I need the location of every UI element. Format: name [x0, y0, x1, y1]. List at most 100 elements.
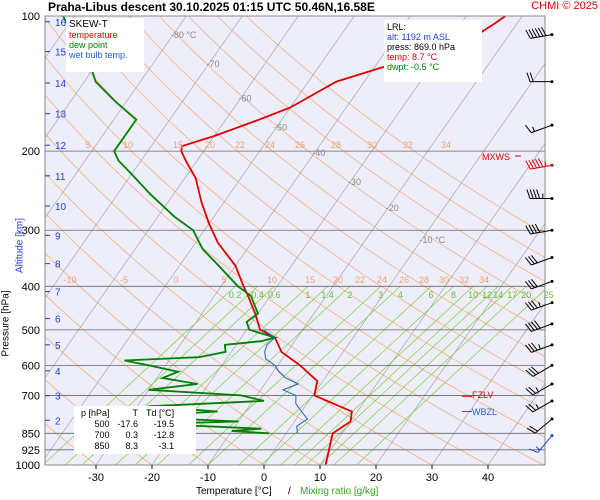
table-cell: 850 [77, 441, 114, 452]
table-cell: 0.3 [114, 430, 143, 441]
isotherm-label: -50 [274, 123, 287, 133]
mixing-ratio-label: 2 [347, 290, 352, 300]
adiabat-label: 28 [419, 275, 429, 285]
mixing-ratio-label: 10 [468, 290, 478, 300]
levels-table: p [hPa] T Td [°C] 500 -17.6 -19.5 700 0.… [74, 406, 196, 454]
adiabat-label: 22 [355, 275, 365, 285]
isotherm-label: -70 [206, 59, 219, 69]
x-tick-label: -20 [144, 472, 160, 484]
adiabat-label: -5 [120, 275, 128, 285]
wind-barb-origin [551, 322, 554, 325]
adiabat-label: 32 [403, 140, 413, 150]
altitude-tick-label: 10 [55, 202, 67, 213]
isotherm-label: -80 °C [171, 30, 197, 40]
wind-barb-origin [551, 382, 554, 385]
x-tick-label: 40 [482, 472, 494, 484]
altitude-tick-label: 14 [55, 79, 67, 90]
isotherm-line [544, 16, 600, 465]
table-header-cell: Td [°C] [142, 408, 178, 419]
adiabat-label: 28 [331, 140, 341, 150]
legend-title: SKEW-T [69, 20, 141, 30]
altitude-tick-label: 11 [55, 172, 66, 183]
table-cell: 8.3 [114, 441, 143, 452]
wind-barb-origin [551, 399, 554, 402]
chart-title: Praha-Libus descent 30.10.2025 01:15 UTC… [48, 0, 375, 14]
y-tick-label: 700 [22, 390, 40, 402]
adiabat-label: 5 [85, 140, 90, 150]
adiabat-label: 26 [295, 140, 305, 150]
altitude-tick-label: 15 [55, 48, 67, 59]
legend-item-dewpoint: dew point [69, 40, 141, 50]
wind-barb-origin [551, 164, 554, 167]
wind-barb-origin [551, 434, 554, 437]
x-tick-label: -30 [88, 472, 104, 484]
y-tick-label: 925 [22, 445, 40, 457]
adiabat-label: 24 [265, 140, 275, 150]
plot-area [45, 16, 545, 465]
y-tick-label: 100 [22, 11, 40, 23]
mixing-ratio-label: 1 [305, 290, 310, 300]
wind-barb-origin [551, 256, 554, 259]
lrl-dwpt: dwpt: -0.5 °C [387, 62, 479, 72]
y-axis-label-altitude: Altitude [km] [15, 206, 26, 286]
legend-item-wetbulb: wet bulb temp. [69, 50, 141, 60]
x-tick-label: 20 [370, 472, 382, 484]
mxws-label: MXWS [482, 152, 510, 162]
table-row: 850 8.3 -3.1 [77, 441, 178, 452]
wind-barb-origin [551, 301, 554, 304]
lrl-press: press: 869.0 hPa [387, 42, 479, 52]
table-row: 700 0.3 -12.8 [77, 430, 178, 441]
adiabat-label: 30 [367, 140, 377, 150]
mixing-ratio-label: 0.4 [251, 290, 264, 300]
fzlv-label: FZLV [472, 390, 493, 400]
legend: SKEW-T temperature dew point wet bulb te… [66, 18, 144, 72]
mixing-ratio-label: 8 [451, 290, 456, 300]
x-tick-label: 0 [261, 472, 267, 484]
altitude-tick-label: 8 [55, 260, 61, 271]
y-tick-label: 850 [22, 428, 40, 440]
table-cell: -3.1 [142, 441, 178, 452]
wind-barb-origin [551, 229, 554, 232]
wind-barb-origin [551, 280, 554, 283]
adiabat-label: 22 [235, 140, 245, 150]
table-cell: 500 [77, 419, 114, 430]
mixing-ratio-label: 1.4 [321, 290, 334, 300]
mixing-ratio-label: 14 [493, 290, 503, 300]
mixing-ratio-label: 17 [507, 290, 517, 300]
y-tick-label: 600 [22, 360, 40, 372]
lrl-alt: alt: 1192 m ASL [387, 32, 479, 42]
wbzl-label: WBZL [472, 407, 497, 417]
legend-item-temperature: temperature [69, 30, 141, 40]
table-cell: -19.5 [142, 419, 178, 430]
adiabat-label: 32 [459, 275, 469, 285]
adiabat-label: 5 [221, 275, 226, 285]
adiabat-label: 20 [333, 275, 343, 285]
lrl-box: LRL: alt: 1192 m ASL press: 869.0 hPa te… [384, 20, 482, 82]
wind-barb-origin [551, 80, 554, 83]
mixing-ratio-label: 12 [482, 290, 492, 300]
altitude-tick-label: 9 [55, 231, 61, 242]
x-axis-label-mixing: Mixing ratio [g/kg] [300, 486, 378, 497]
adiabat-label: 24 [377, 275, 387, 285]
adiabat-label: 20 [205, 140, 215, 150]
altitude-tick-label: 6 [55, 315, 61, 326]
altitude-tick-label: 4 [55, 367, 61, 378]
mixing-ratio-label: 6 [429, 290, 434, 300]
lrl-title: LRL: [387, 22, 479, 32]
altitude-tick-label: 7 [55, 288, 61, 299]
y-tick-label: 1000 [16, 460, 40, 472]
adiabat-label: 15 [305, 275, 315, 285]
wind-barb-origin [551, 124, 554, 127]
altitude-tick-label: 13 [55, 110, 67, 121]
isotherm-label: -60 [238, 93, 251, 103]
mixing-ratio-label: 4 [398, 290, 403, 300]
adiabat-label: 30 [439, 275, 449, 285]
wind-barb-origin [551, 33, 554, 36]
mixing-ratio-label: 0.6 [268, 290, 281, 300]
adiabat-label: 10 [267, 275, 277, 285]
mixing-ratio-label: 0.2 [229, 290, 242, 300]
altitude-tick-label: 12 [55, 141, 67, 152]
table-cell: -17.6 [114, 419, 143, 430]
wind-barb-origin [551, 418, 554, 421]
y-tick-label: 500 [22, 325, 40, 337]
